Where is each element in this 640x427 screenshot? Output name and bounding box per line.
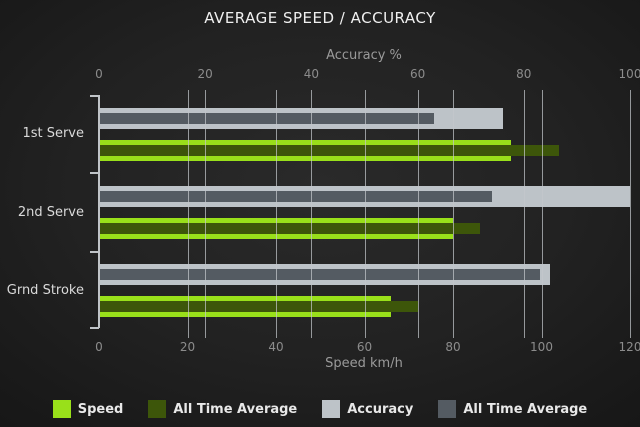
top-tick-label: 40 bbox=[303, 67, 320, 81]
gridline bbox=[188, 90, 189, 338]
legend-swatch-accuracy bbox=[322, 400, 341, 418]
chart-title: AVERAGE SPEED / ACCURACY bbox=[204, 9, 436, 27]
legend-item-speed: Speed bbox=[52, 400, 124, 418]
category-label-grnd-stroke: Grnd Stroke bbox=[6, 282, 84, 298]
bottom-tick-label: 60 bbox=[356, 340, 373, 354]
gridline bbox=[365, 90, 366, 338]
bottom-tick-label: 20 bbox=[179, 340, 196, 354]
gridline bbox=[630, 90, 631, 338]
gridline bbox=[524, 90, 525, 338]
bottom-tick-label: 0 bbox=[95, 340, 103, 354]
gridline bbox=[418, 90, 419, 338]
legend-item-all-time-average: All Time Average bbox=[148, 400, 297, 418]
y-axis-tick bbox=[90, 251, 99, 253]
legend-item-all-time-average: All Time Average bbox=[438, 400, 587, 418]
top-tick-label: 20 bbox=[197, 67, 213, 81]
gridline bbox=[542, 90, 543, 338]
bottom-tick-label: 80 bbox=[445, 340, 461, 354]
legend-label: All Time Average bbox=[173, 401, 298, 417]
gridline bbox=[205, 90, 206, 338]
y-axis-line bbox=[98, 95, 100, 328]
legend-label: Accuracy bbox=[347, 401, 414, 417]
legend-label: All Time Average bbox=[463, 401, 588, 417]
top-tick-label: 0 bbox=[95, 67, 103, 81]
y-axis-tick bbox=[90, 327, 99, 329]
legend-item-accuracy: Accuracy bbox=[322, 400, 413, 418]
gridline bbox=[311, 90, 312, 338]
bar-speed-avg-2nd-serve bbox=[100, 223, 480, 234]
legend-swatch-all-time-average bbox=[148, 400, 167, 418]
bar-accuracy-avg-2nd-serve bbox=[100, 191, 492, 202]
legend-swatch-all-time-average bbox=[438, 400, 457, 418]
bottom-axis-title: Speed km/h bbox=[325, 356, 403, 371]
legend-label: Speed bbox=[77, 401, 124, 417]
y-axis-tick bbox=[90, 95, 99, 97]
top-tick-label: 80 bbox=[516, 67, 532, 81]
gridline bbox=[453, 90, 454, 338]
gridline bbox=[276, 90, 277, 338]
bottom-tick-label: 40 bbox=[268, 340, 284, 354]
legend-swatch-speed bbox=[52, 400, 71, 418]
category-label-1st-serve: 1st Serve bbox=[22, 126, 84, 141]
bottom-tick-label: 120 bbox=[618, 340, 640, 354]
top-tick-label: 100 bbox=[618, 67, 640, 81]
category-label-2nd-serve: 2nd Serve bbox=[17, 204, 84, 220]
bar-speed-avg-1st-serve bbox=[100, 144, 560, 156]
top-axis-title: Accuracy % bbox=[326, 48, 402, 63]
bar-speed-avg-grnd-stroke bbox=[100, 301, 418, 312]
bottom-tick-label: 100 bbox=[530, 340, 553, 354]
bar-accuracy-avg-grnd-stroke bbox=[100, 269, 540, 280]
bar-accuracy-avg-1st-serve bbox=[100, 112, 434, 124]
y-axis-tick bbox=[90, 171, 99, 174]
top-tick-label: 60 bbox=[409, 67, 426, 81]
legend: Speed All Time Average Accuracy All Time Av… bbox=[0, 397, 640, 421]
